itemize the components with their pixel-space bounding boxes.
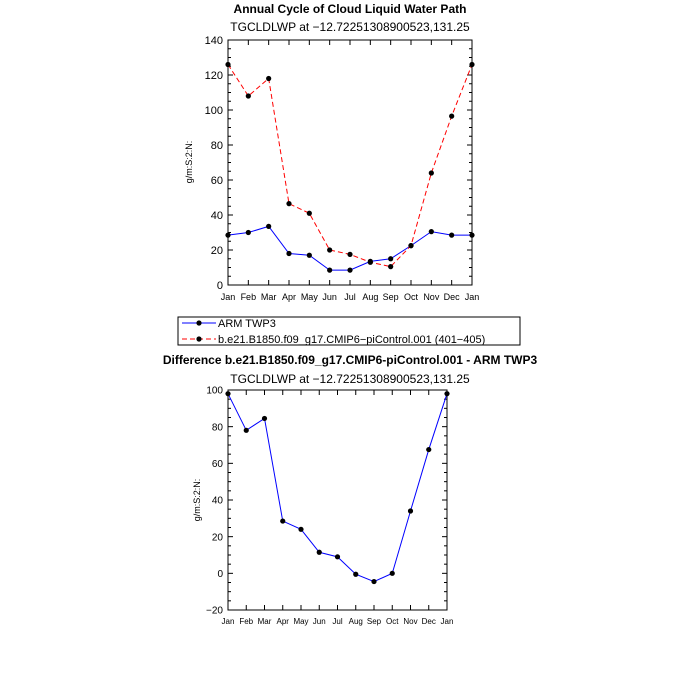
data-point xyxy=(243,427,249,433)
y-tick-label: 120 xyxy=(205,70,223,82)
legend-label-model: b.e21.B1850.f09_g17.CMIP6−piControl.001 … xyxy=(218,334,485,346)
data-point xyxy=(225,232,231,238)
y-tick-label: 80 xyxy=(211,140,223,152)
data-point xyxy=(225,61,231,68)
data-point xyxy=(316,549,322,555)
data-point xyxy=(306,210,312,216)
y-tick-label: 20 xyxy=(211,245,223,257)
chart-subtitle: TGCLDLWP at −12.72251308900523,131.25 xyxy=(230,372,470,386)
y-axis-label: g/m:S:2:N: xyxy=(192,479,202,522)
legend: ARM TWP3 b.e21.B1850.f09_g17.CMIP6−piCon… xyxy=(177,316,521,346)
data-point xyxy=(407,508,414,514)
x-tick-label: Nov xyxy=(423,292,440,302)
x-tick-label: Oct xyxy=(404,292,419,302)
chart-subtitle: TGCLDLWP at −12.72251308900523,131.25 xyxy=(230,20,470,34)
data-point xyxy=(353,571,359,577)
x-tick-label: Jul xyxy=(344,292,356,302)
y-tick-label: 80 xyxy=(212,422,224,433)
x-tick-label: Sep xyxy=(383,292,399,302)
x-tick-label: Jan xyxy=(222,617,235,626)
x-tick-label: Feb xyxy=(239,617,253,626)
data-point xyxy=(428,170,434,176)
x-tick-label: May xyxy=(293,617,308,626)
x-tick-label: Dec xyxy=(444,292,461,302)
x-tick-label: Sep xyxy=(367,617,382,626)
data-point xyxy=(469,61,475,68)
legend-label-arm: ARM TWP3 xyxy=(218,318,276,330)
legend-marker-arm xyxy=(196,320,202,326)
y-tick-label: 100 xyxy=(206,386,223,397)
x-tick-label: Jun xyxy=(313,617,326,626)
legend-marker-model xyxy=(196,336,202,342)
data-point xyxy=(327,247,333,253)
data-point xyxy=(449,232,455,238)
annual-cycle-panel: Annual Cycle of Cloud Liquid Water Path … xyxy=(184,2,479,302)
data-point xyxy=(286,201,292,207)
data-point xyxy=(371,578,377,585)
x-tick-label: Jan xyxy=(441,617,454,626)
x-tick-label: Nov xyxy=(403,617,417,626)
y-tick-label: 40 xyxy=(211,210,223,222)
chart-title: Annual Cycle of Cloud Liquid Water Path xyxy=(234,2,467,16)
data-point xyxy=(428,229,434,235)
legend-box xyxy=(177,316,521,346)
x-tick-label: Jul xyxy=(332,617,342,626)
data-point xyxy=(449,113,455,119)
data-point xyxy=(306,252,312,258)
data-point xyxy=(334,554,341,560)
y-tick-label: 60 xyxy=(212,459,224,470)
data-point xyxy=(408,243,414,249)
x-tick-label: Jan xyxy=(221,292,236,302)
chart-title: Difference b.e21.B1850.f09_g17.CMIP6-piC… xyxy=(163,353,538,367)
x-tick-label: Aug xyxy=(362,292,378,302)
x-tick-label: Mar xyxy=(258,617,272,626)
x-tick-label: Jan xyxy=(465,292,480,302)
data-point xyxy=(266,75,272,82)
y-tick-label: −20 xyxy=(206,606,223,617)
y-tick-label: 0 xyxy=(217,569,223,580)
data-point xyxy=(280,518,286,524)
x-tick-label: Apr xyxy=(282,292,296,302)
data-point xyxy=(469,232,475,238)
difference-panel: Difference b.e21.B1850.f09_g17.CMIP6-piC… xyxy=(163,353,538,626)
data-point xyxy=(261,415,268,422)
data-point xyxy=(389,570,395,576)
data-point xyxy=(327,267,333,273)
data-point xyxy=(426,446,432,453)
data-point xyxy=(347,251,353,257)
x-tick-label: May xyxy=(301,292,319,302)
x-tick-label: Jun xyxy=(322,292,337,302)
x-tick-label: Apr xyxy=(277,617,290,626)
y-tick-label: 60 xyxy=(211,175,223,187)
data-point xyxy=(286,250,292,257)
y-tick-label: 100 xyxy=(205,105,223,117)
x-tick-label: Oct xyxy=(386,617,399,626)
data-point xyxy=(388,264,394,270)
x-tick-label: Aug xyxy=(349,617,363,626)
series-line-1 xyxy=(227,225,472,271)
y-axis-label: g/m:S:2:N: xyxy=(184,141,194,184)
data-point xyxy=(347,267,353,273)
data-point xyxy=(225,391,231,397)
series-line-1 xyxy=(227,393,448,583)
plot-area: −20 0 20 40 60 80 100 Jan Feb Mar Apr May Jun Jul Aug S… xyxy=(206,386,453,626)
data-point xyxy=(444,391,450,397)
y-tick-label: 140 xyxy=(205,35,223,47)
y-tick-label: 0 xyxy=(217,280,223,292)
data-point xyxy=(245,93,251,99)
data-point xyxy=(367,259,373,265)
y-tick-label: 20 xyxy=(212,532,224,543)
y-tick-label: 40 xyxy=(212,496,224,507)
x-tick-label: Mar xyxy=(261,292,277,302)
plot-area: 0 20 40 60 80 100 120 140 Jan Feb Mar Apr May Jun Jul A… xyxy=(205,35,480,302)
data-point xyxy=(266,223,272,229)
x-tick-label: Feb xyxy=(241,292,257,302)
data-point xyxy=(298,526,304,532)
data-point xyxy=(245,229,251,236)
series-line-2 xyxy=(227,64,473,268)
data-point xyxy=(388,256,394,262)
x-tick-label: Dec xyxy=(422,617,436,626)
